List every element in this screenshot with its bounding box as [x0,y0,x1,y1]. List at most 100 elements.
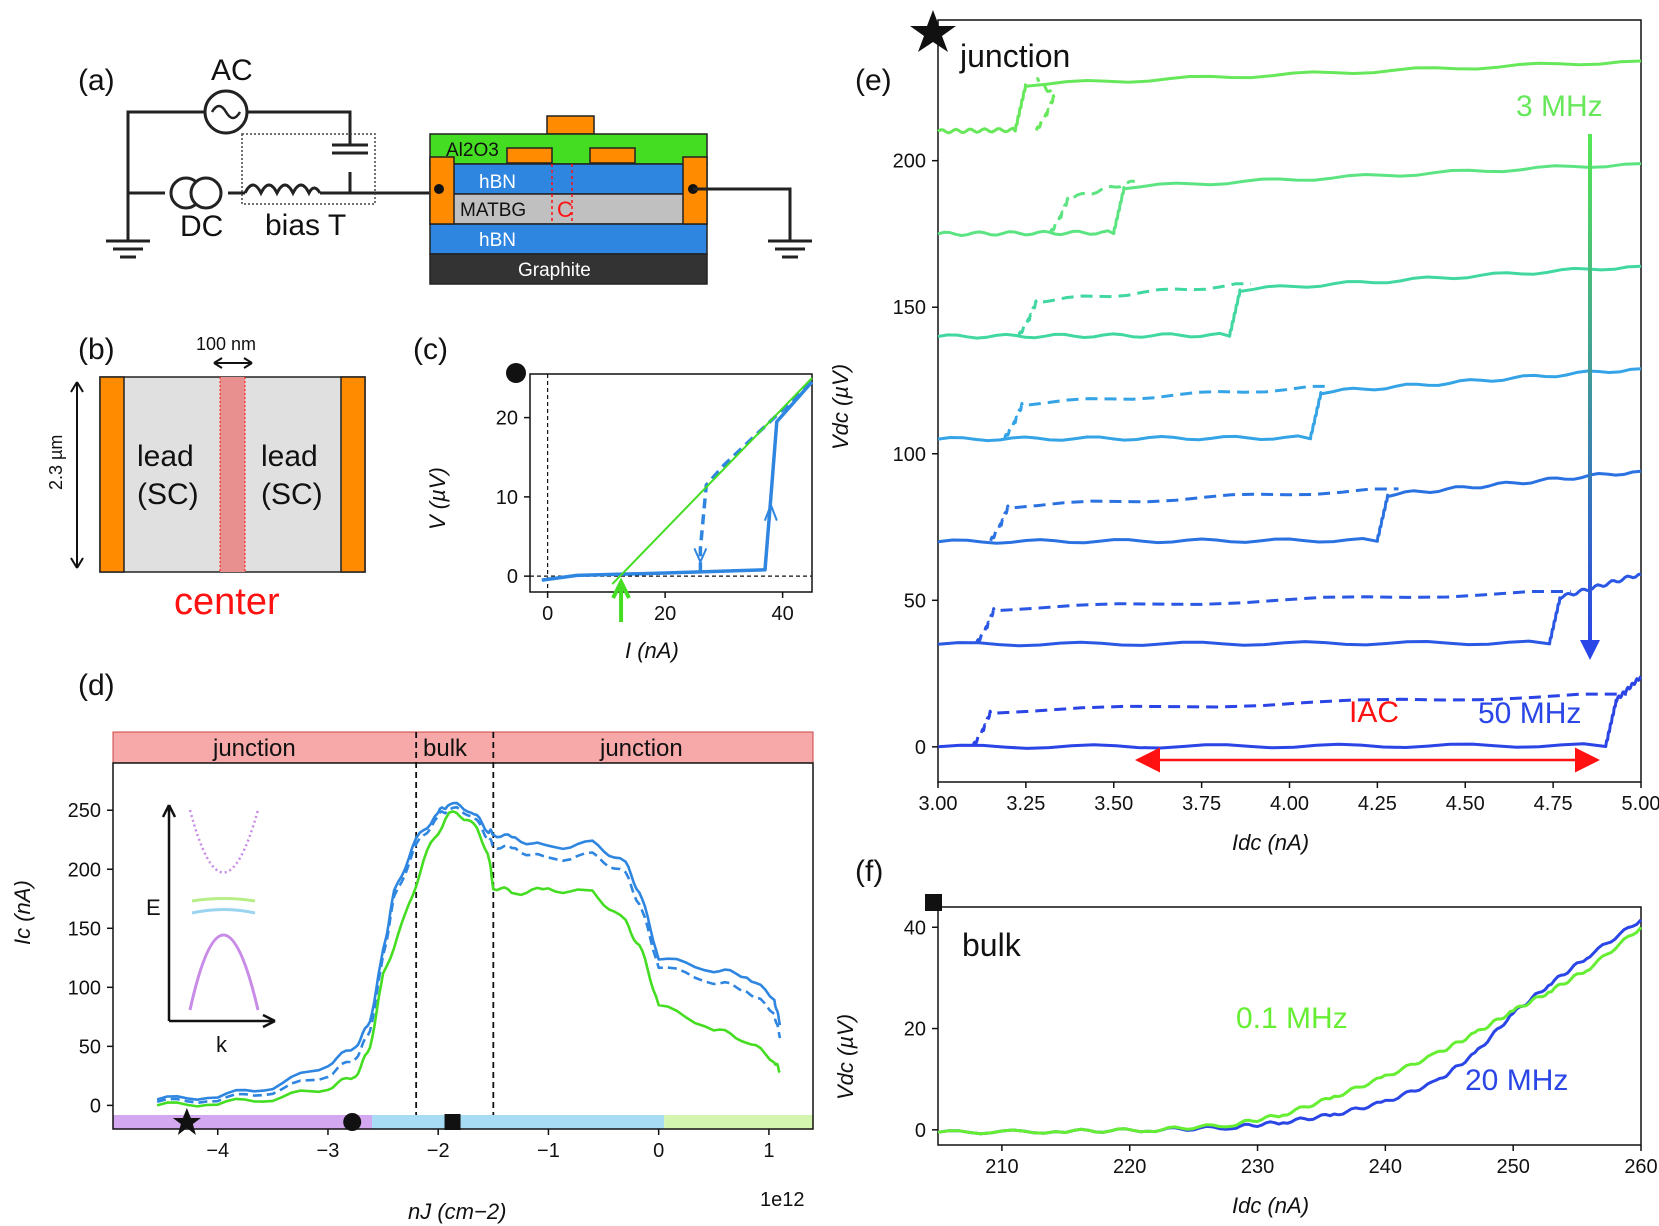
star-marker-icon [910,10,956,52]
f-freq-a: 0.1 MHz [1236,1002,1348,1035]
panel-f-label: (f) [855,855,883,888]
ground-icon-left [106,239,150,259]
x-tick-label: 230 [1241,1156,1274,1178]
vi-curve-down [1017,282,1251,337]
vi-curve-down [989,487,1399,542]
x-tick-label: 3.75 [1182,793,1221,815]
d-ylabel: Ic (nA) [10,880,35,945]
plot-c: 0 20 40 0 10 20 [496,373,814,625]
ac-label: AC [211,54,253,87]
capacitor-icon [332,143,368,155]
square-marker-icon [925,894,942,911]
y-tick-label: 20 [904,1019,926,1041]
c-ylabel: V (µV) [425,467,450,530]
y-tick-label: 40 [904,917,926,939]
y-tick-label: 100 [68,977,101,999]
f-xlabel: Idc (nA) [1232,1193,1309,1218]
x-tick-label: 3.00 [919,793,958,815]
x-tick-label: 0 [653,1140,664,1162]
vi-curve-up [937,367,1642,443]
x-tick-label: 240 [1369,1156,1402,1178]
iv-curve-solid [611,377,813,585]
lower-band-curve [188,933,260,1011]
center-c-label: C [557,197,573,222]
y-tick-label: 250 [68,800,101,822]
panel-e: (e) 3.00 3.25 3.50 3.75 4.00 4.25 4.50 4.75 5.00… [828,10,1659,855]
vi-curve-up [937,59,1642,135]
e-title: junction [959,38,1070,74]
x-tick-label: −1 [537,1140,560,1162]
x-tick-label: 3.25 [1006,793,1045,815]
panel-a: (a) AC DC bias T Al2O3 hBN [78,54,812,285]
sweep-down-icon [693,547,708,565]
ic-arrow-icon [611,577,631,622]
inset-ylabel: E [146,895,161,920]
plot-d-frame [112,762,814,1130]
y-tick-label: 150 [68,918,101,940]
flat-band-blue [191,908,256,915]
circuit-wires [126,110,429,241]
iv-curve-solid [541,380,814,582]
lead-contact-right [340,376,366,573]
height-label: 2.3 µm [46,435,66,490]
circle-marker-icon [506,363,526,383]
x-tick-label: 4.00 [1270,793,1309,815]
bulk-curve [937,926,1643,1136]
region-bulk: bulk [423,735,468,762]
center-region-lines [551,164,573,224]
vi-curve-up [937,162,1642,237]
lead-right-line2: (SC) [261,478,323,511]
bias-t-label: bias T [265,209,346,242]
panel-a-label: (a) [78,64,115,97]
inset-axes [161,804,276,1029]
plot-f: 210 220 230 240 250 260 0 20 40 [904,906,1658,1178]
y-tick-label: 50 [79,1036,101,1058]
d-offset-text: 1e12 [760,1189,805,1211]
band-inset: E k [146,804,276,1057]
vi-curve-down [1034,77,1056,131]
panel-f: (f) 210 220 230 240 250 260 0 20 40 bulk 0.1 MHz… [833,855,1658,1218]
x-tick-label: 210 [985,1156,1018,1178]
y-tick-label: 0 [90,1095,101,1117]
ic-curve [156,810,781,1108]
d-xlabel: nJ (cm−2) [408,1199,506,1224]
plot-e-frame [937,19,1642,783]
junction-edges [219,377,246,572]
x-tick-label: 220 [1113,1156,1146,1178]
x-tick-label: 5.00 [1622,793,1659,815]
lead-left-line2: (SC) [137,478,199,511]
inductor-icon [243,183,322,197]
dc-source-icon-b [189,176,223,210]
x-tick-label: 260 [1624,1156,1657,1178]
e-freq-top: 3 MHz [1516,90,1603,123]
x-tick-label: 4.25 [1358,793,1397,815]
region-junction-right: junction [599,735,683,762]
center-label: center [174,581,280,623]
vi-curve-down [1003,384,1332,439]
hbn-bottom-layer [429,223,708,255]
x-tick-label: −4 [206,1140,229,1162]
y-tick-label: 10 [496,487,518,509]
vi-curve-down [1049,179,1135,234]
y-tick-label: 20 [496,408,518,430]
density-band [113,1115,373,1129]
y-tick-label: 50 [904,590,926,612]
x-tick-label: 1 [763,1140,774,1162]
star-position-icon [172,1108,201,1135]
e-ylabel: Vdc (µV) [828,364,853,450]
e-iac-label: IAC [1349,696,1399,729]
region-band [112,731,814,764]
hbn-top-layer [429,163,708,195]
y-tick-label: 150 [893,297,926,319]
panel-d-label: (d) [78,669,115,702]
plot-d: −4 −3 −2 −1 0 1 0 50 100 150 200 250 [68,732,814,1162]
y-tick-label: 0 [507,566,518,588]
lead-contact-left [99,376,125,573]
f-freq-b: 20 MHz [1465,1064,1568,1097]
x-tick-label: −3 [317,1140,340,1162]
x-tick-label: 20 [654,603,676,625]
density-band [372,1115,665,1129]
y-tick-label: 200 [893,151,926,173]
ground-icon-right [693,187,812,259]
panel-c: (c) 0 20 40 0 10 20 I (nA) V (µV) [413,333,814,663]
